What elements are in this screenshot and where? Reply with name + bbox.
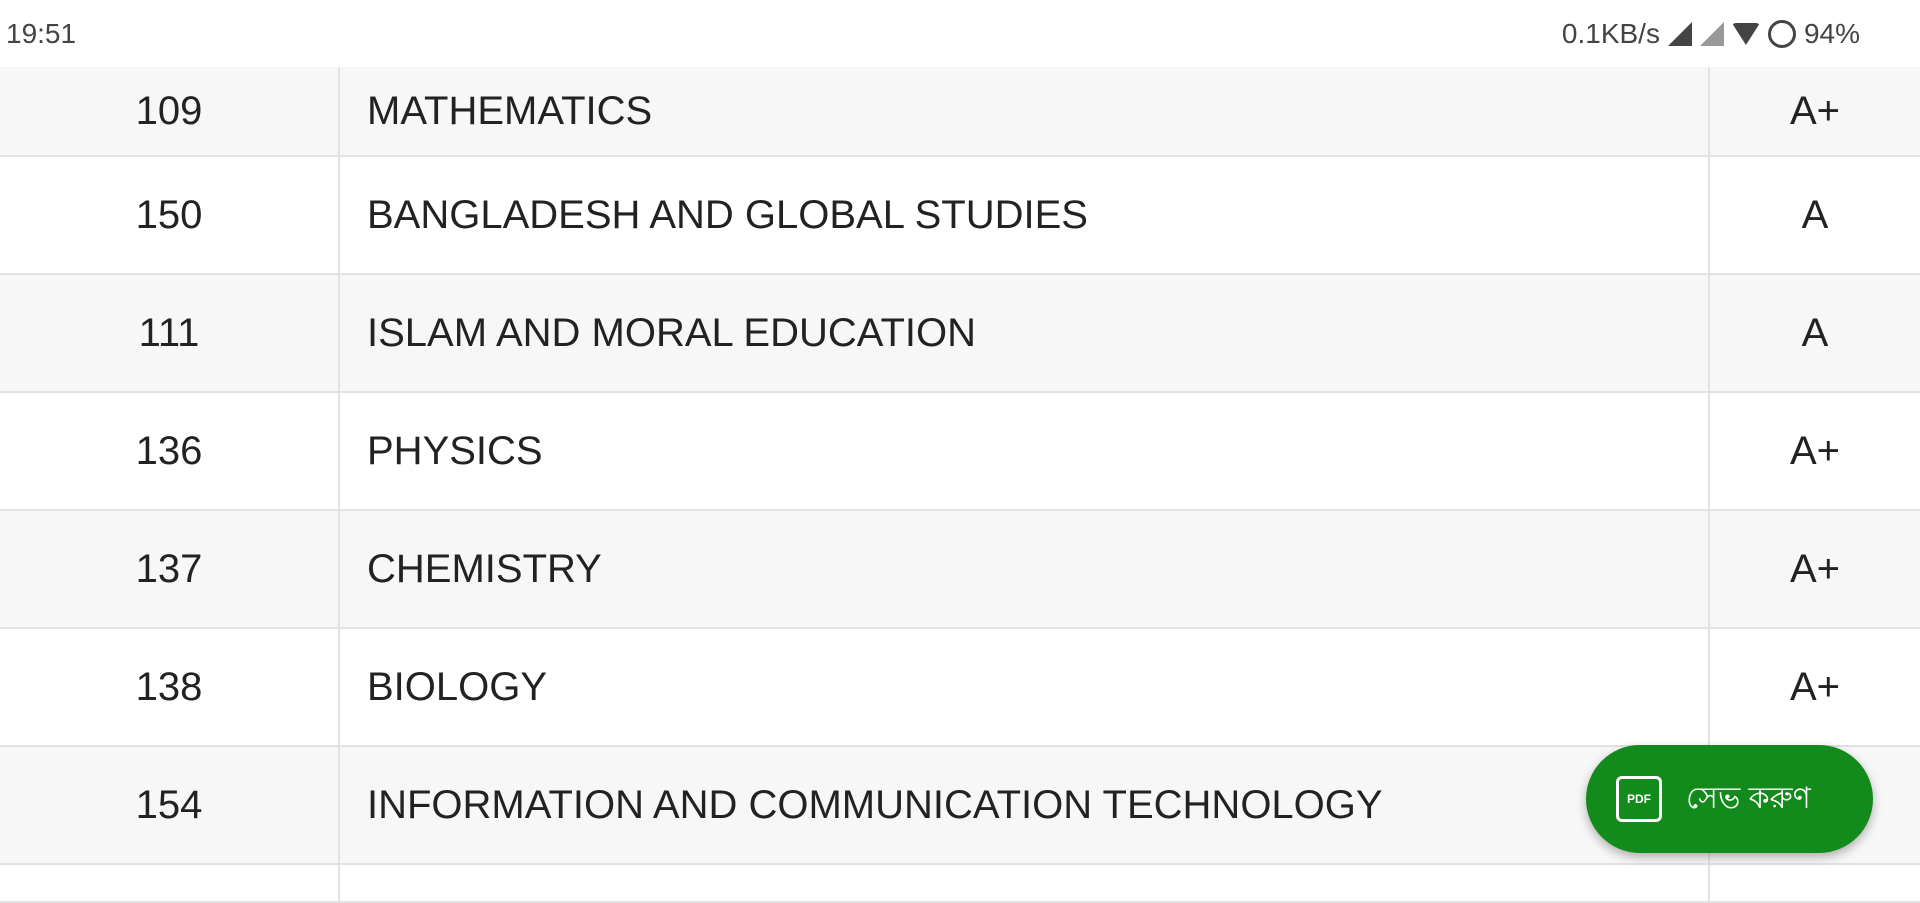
subject-cell: MATHEMATICS — [367, 88, 653, 133]
row: 136 PHYSICS A+ — [0, 393, 1920, 511]
signal — [1699, 22, 1724, 46]
subject-cell: BANGLADESH AND GLOBAL STUDIES — [367, 192, 1088, 237]
wifi — [1731, 23, 1760, 45]
row: 109 MATHEMATICS A+ — [0, 67, 1920, 157]
button-label: সেভ করুণ — [1686, 781, 1811, 815]
row: 138 BIOLOGY A+ — [0, 629, 1920, 747]
subject-cell: INFORMATION AND COMMUNICATION TECHNOLOGY — [367, 782, 1383, 827]
grade-cell: A+ — [1708, 393, 1920, 509]
signal — [1667, 22, 1692, 46]
cell — [1708, 863, 1920, 901]
grade-cell: A+ — [1708, 629, 1920, 745]
code-cell: 150 — [0, 157, 340, 273]
code-cell: 137 — [0, 511, 340, 627]
status-bar: 19:51 0.1KB/s 94% — [0, 0, 1920, 67]
grade-cell: A+ — [1708, 511, 1920, 627]
battery-icon — [1767, 20, 1796, 48]
code-cell: 111 — [0, 275, 340, 391]
code-cell: 154 — [0, 747, 340, 863]
subject-cell: BIOLOGY — [367, 664, 548, 709]
time: 19:51 — [6, 18, 77, 49]
cell — [0, 863, 340, 901]
grade-cell: A+ — [1708, 67, 1920, 155]
net-speed: 0.1KB/s — [1561, 18, 1660, 49]
subject-cell: CHEMISTRY — [367, 546, 602, 591]
grade-cell: A — [1708, 157, 1920, 273]
pdf-icon: PDF — [1616, 776, 1662, 822]
row: 111 ISLAM AND MORAL EDUCATION A — [0, 275, 1920, 393]
code-cell: 109 — [0, 67, 340, 155]
code-cell: 136 — [0, 393, 340, 509]
row: 137 CHEMISTRY A+ — [0, 511, 1920, 629]
row: 150 BANGLADESH AND GLOBAL STUDIES A — [0, 157, 1920, 275]
status-icons: 0.1KB/s 94% — [1562, 18, 1860, 50]
save-pdf-button[interactable]: PDF সেভ করুণ — [1586, 745, 1873, 853]
grade-cell: A — [1708, 275, 1920, 391]
battery: 94% — [1803, 18, 1860, 49]
subject-cell: ISLAM AND MORAL EDUCATION — [367, 310, 976, 355]
subject-cell: PHYSICS — [367, 428, 543, 473]
row — [0, 863, 1920, 903]
code-cell: 138 — [0, 629, 340, 745]
